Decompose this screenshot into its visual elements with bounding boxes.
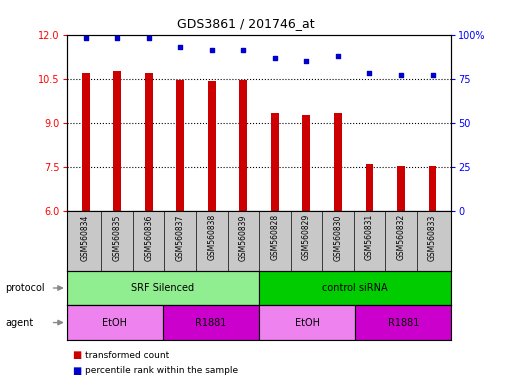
Bar xyxy=(145,73,153,211)
Bar xyxy=(163,305,259,340)
Text: GSM560832: GSM560832 xyxy=(397,214,405,260)
Text: EtOH: EtOH xyxy=(294,318,320,328)
Point xyxy=(428,72,437,78)
Point xyxy=(145,35,153,41)
Bar xyxy=(113,71,121,211)
Bar xyxy=(259,271,451,305)
Point xyxy=(113,35,121,41)
Bar xyxy=(259,305,355,340)
Point xyxy=(176,44,184,50)
Text: EtOH: EtOH xyxy=(102,318,127,328)
Text: ■: ■ xyxy=(72,366,81,376)
Bar xyxy=(176,80,184,211)
Text: GSM560830: GSM560830 xyxy=(333,214,342,261)
Text: R1881: R1881 xyxy=(195,318,227,328)
Text: GSM560835: GSM560835 xyxy=(113,214,122,261)
Bar xyxy=(303,115,310,211)
Text: ■: ■ xyxy=(72,350,81,360)
Bar xyxy=(397,166,405,211)
Point xyxy=(82,35,90,41)
Text: GDS3861 / 201746_at: GDS3861 / 201746_at xyxy=(177,17,315,30)
Text: GSM560829: GSM560829 xyxy=(302,214,311,260)
Text: R1881: R1881 xyxy=(388,318,419,328)
Point xyxy=(365,70,373,76)
Bar xyxy=(208,81,215,211)
Text: percentile rank within the sample: percentile rank within the sample xyxy=(85,366,238,375)
Text: GSM560837: GSM560837 xyxy=(176,214,185,261)
Bar xyxy=(240,80,247,211)
Point xyxy=(208,47,216,53)
Bar xyxy=(355,305,451,340)
Text: GSM560828: GSM560828 xyxy=(270,214,280,260)
Point xyxy=(271,55,279,61)
Point xyxy=(334,53,342,59)
Text: protocol: protocol xyxy=(5,283,45,293)
Bar xyxy=(67,305,163,340)
Bar xyxy=(334,113,342,211)
Text: SRF Silenced: SRF Silenced xyxy=(131,283,194,293)
Text: GSM560836: GSM560836 xyxy=(144,214,153,261)
Text: GSM560834: GSM560834 xyxy=(81,214,90,261)
Bar xyxy=(428,166,437,211)
Text: GSM560838: GSM560838 xyxy=(207,214,216,260)
Text: GSM560833: GSM560833 xyxy=(428,214,437,261)
Text: transformed count: transformed count xyxy=(85,351,169,360)
Point xyxy=(302,58,310,64)
Bar xyxy=(365,164,373,211)
Point xyxy=(239,47,247,53)
Text: control siRNA: control siRNA xyxy=(323,283,388,293)
Text: GSM560831: GSM560831 xyxy=(365,214,374,260)
Bar xyxy=(271,113,279,211)
Bar xyxy=(82,73,90,211)
Text: GSM560839: GSM560839 xyxy=(239,214,248,261)
Text: agent: agent xyxy=(5,318,33,328)
Point xyxy=(397,72,405,78)
Bar xyxy=(67,271,259,305)
